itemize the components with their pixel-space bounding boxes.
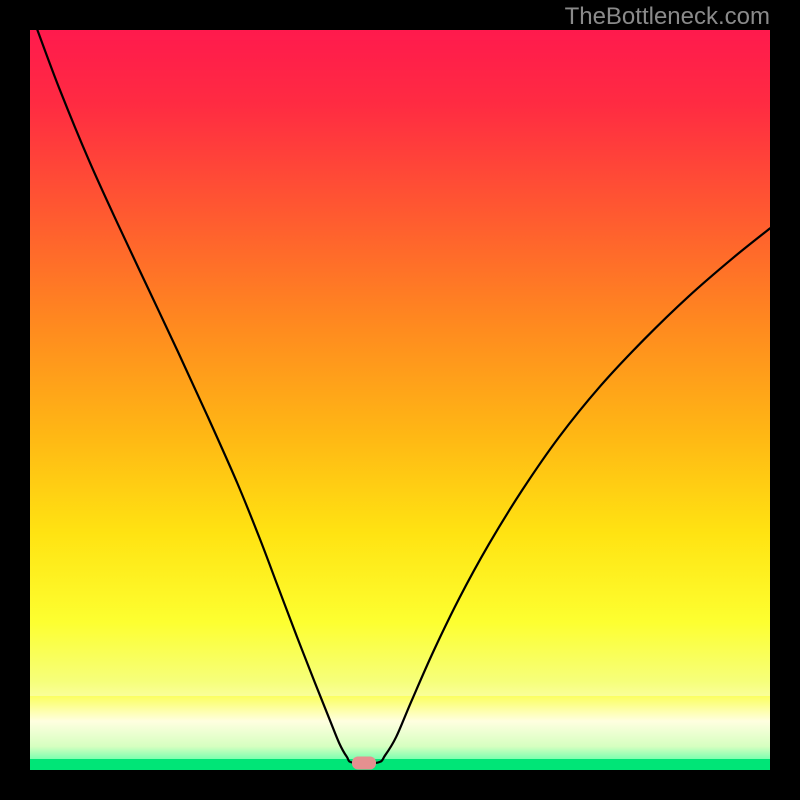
bottleneck-marker [352, 756, 376, 769]
plot-area [30, 30, 770, 770]
watermark-text: TheBottleneck.com [565, 3, 770, 31]
chart-stage: TheBottleneck.com [0, 0, 800, 800]
bottleneck-curve [30, 30, 770, 770]
